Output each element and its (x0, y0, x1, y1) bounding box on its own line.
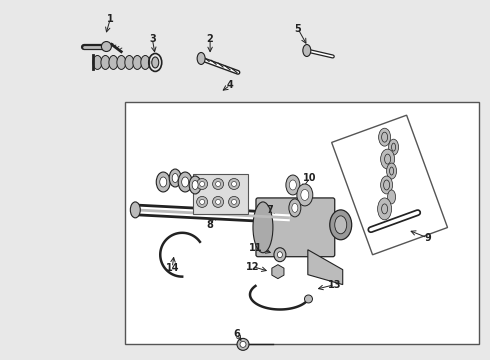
Ellipse shape (160, 177, 167, 187)
Text: 8: 8 (207, 220, 214, 230)
Text: 5: 5 (294, 24, 301, 33)
FancyBboxPatch shape (256, 198, 335, 257)
Circle shape (228, 197, 240, 207)
Ellipse shape (172, 174, 178, 183)
Ellipse shape (93, 55, 102, 69)
Text: 13: 13 (328, 280, 342, 289)
Ellipse shape (130, 202, 140, 218)
Circle shape (228, 179, 240, 189)
Ellipse shape (192, 180, 198, 189)
Ellipse shape (392, 143, 395, 151)
Ellipse shape (330, 210, 352, 240)
Circle shape (196, 197, 208, 207)
Ellipse shape (169, 169, 181, 187)
Circle shape (232, 199, 237, 204)
Ellipse shape (390, 167, 393, 175)
Ellipse shape (389, 139, 398, 155)
Ellipse shape (125, 55, 134, 69)
Text: 14: 14 (166, 263, 179, 273)
Ellipse shape (197, 53, 205, 64)
Bar (125, 102, 479, 345)
Ellipse shape (277, 252, 282, 258)
Circle shape (216, 181, 220, 186)
Ellipse shape (381, 176, 392, 194)
Ellipse shape (297, 184, 313, 206)
Ellipse shape (109, 55, 118, 69)
Text: 12: 12 (246, 262, 260, 272)
Ellipse shape (292, 203, 298, 212)
Ellipse shape (301, 189, 309, 201)
Circle shape (232, 181, 237, 186)
Circle shape (196, 179, 208, 189)
Ellipse shape (133, 55, 142, 69)
Circle shape (199, 181, 205, 186)
Text: 1: 1 (107, 14, 114, 24)
Text: 2: 2 (207, 33, 214, 44)
Ellipse shape (182, 177, 189, 187)
Ellipse shape (378, 198, 392, 220)
Ellipse shape (152, 57, 159, 68)
Text: 11: 11 (249, 243, 263, 253)
Text: 10: 10 (303, 173, 317, 183)
Ellipse shape (303, 45, 311, 57)
Ellipse shape (382, 204, 388, 214)
Circle shape (237, 338, 249, 350)
Ellipse shape (189, 176, 201, 194)
Circle shape (304, 295, 313, 303)
Ellipse shape (335, 216, 347, 234)
Ellipse shape (274, 248, 286, 262)
Circle shape (240, 341, 246, 347)
Ellipse shape (387, 163, 396, 179)
Ellipse shape (141, 55, 150, 69)
Ellipse shape (290, 180, 296, 190)
Ellipse shape (286, 175, 300, 195)
Ellipse shape (388, 190, 395, 204)
Text: 9: 9 (424, 233, 431, 243)
Circle shape (199, 199, 205, 204)
Ellipse shape (379, 128, 391, 146)
Circle shape (216, 199, 220, 204)
Ellipse shape (101, 41, 111, 51)
Text: 7: 7 (267, 205, 273, 215)
Bar (193, 174, 248, 214)
Ellipse shape (384, 180, 390, 190)
Ellipse shape (289, 199, 301, 217)
Ellipse shape (381, 149, 394, 169)
Ellipse shape (156, 172, 170, 192)
Circle shape (213, 179, 223, 189)
Polygon shape (332, 115, 447, 255)
Ellipse shape (101, 55, 110, 69)
Ellipse shape (382, 132, 388, 142)
Text: 6: 6 (234, 329, 241, 339)
Ellipse shape (117, 55, 126, 69)
Ellipse shape (253, 202, 273, 253)
Text: 4: 4 (227, 80, 233, 90)
Ellipse shape (385, 154, 391, 164)
Circle shape (213, 197, 223, 207)
Text: 3: 3 (149, 33, 156, 44)
Polygon shape (308, 250, 343, 285)
Ellipse shape (178, 172, 192, 192)
Polygon shape (272, 265, 284, 279)
